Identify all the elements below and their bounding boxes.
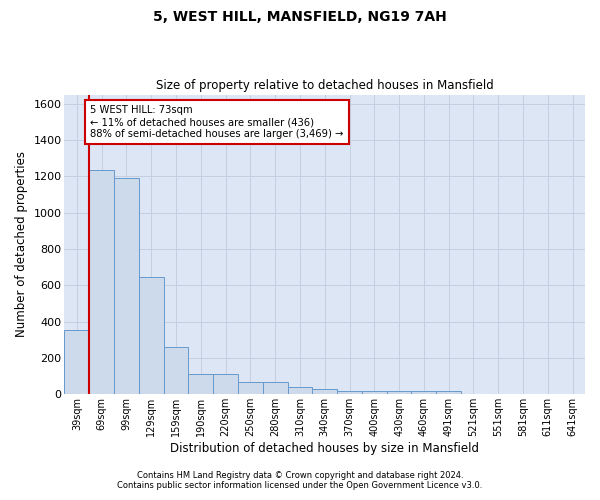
Bar: [89, 170, 114, 394]
Y-axis label: Number of detached properties: Number of detached properties: [15, 152, 28, 338]
Text: Contains HM Land Registry data © Crown copyright and database right 2024.
Contai: Contains HM Land Registry data © Crown c…: [118, 470, 482, 490]
X-axis label: Distribution of detached houses by size in Mansfield: Distribution of detached houses by size …: [170, 442, 479, 455]
Bar: [287, 388, 313, 394]
Text: 5, WEST HILL, MANSFIELD, NG19 7AH: 5, WEST HILL, MANSFIELD, NG19 7AH: [153, 10, 447, 24]
Bar: [386, 391, 412, 394]
Text: 5 WEST HILL: 73sqm
← 11% of detached houses are smaller (436)
88% of semi-detach: 5 WEST HILL: 73sqm ← 11% of detached hou…: [91, 106, 344, 138]
Bar: [362, 390, 386, 394]
Bar: [313, 389, 337, 394]
Bar: [263, 382, 287, 394]
Bar: [238, 382, 263, 394]
Title: Size of property relative to detached houses in Mansfield: Size of property relative to detached ho…: [156, 79, 494, 92]
Bar: [188, 374, 213, 394]
Bar: [139, 277, 164, 394]
Bar: [164, 347, 188, 395]
Bar: [64, 330, 89, 394]
Bar: [213, 374, 238, 394]
Bar: [114, 178, 139, 394]
Bar: [337, 390, 362, 394]
Bar: [412, 391, 436, 394]
Bar: [436, 391, 461, 394]
